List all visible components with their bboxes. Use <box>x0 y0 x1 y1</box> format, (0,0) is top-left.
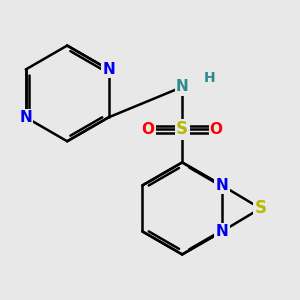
Text: H: H <box>204 71 216 85</box>
Text: O: O <box>142 122 155 137</box>
Text: N: N <box>216 224 228 239</box>
Text: O: O <box>210 122 223 137</box>
Text: N: N <box>216 178 228 193</box>
Text: N: N <box>176 80 189 94</box>
Text: N: N <box>20 110 32 125</box>
Text: N: N <box>102 62 115 77</box>
Text: S: S <box>254 200 266 217</box>
Text: S: S <box>176 120 188 138</box>
